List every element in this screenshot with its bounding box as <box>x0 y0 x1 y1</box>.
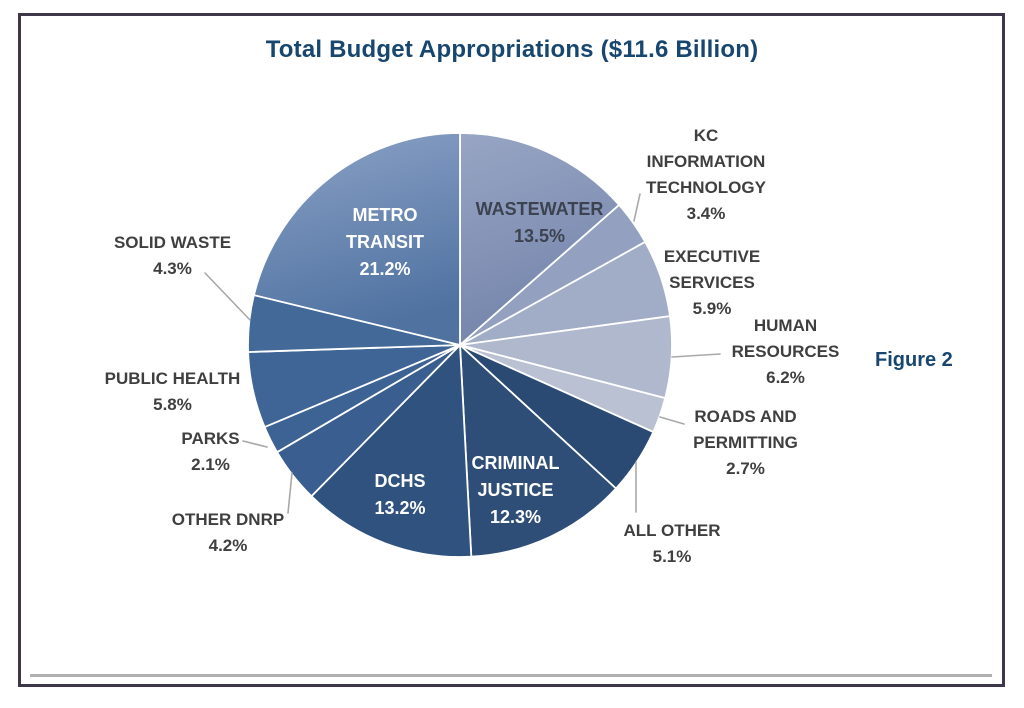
slice-label-solid-waste: SOLID WASTE 4.3% <box>85 230 260 282</box>
slice-label-text: METRO TRANSIT <box>346 205 424 252</box>
slice-label-pct: 2.1% <box>191 455 230 474</box>
pie-slice-dchs <box>310 344 473 558</box>
slice-label-all-other: ALL OTHER 5.1% <box>598 518 746 570</box>
slice-label-pct: 12.3% <box>489 507 542 527</box>
slice-label-executive-services: EXECUTIVE SERVICES 5.9% <box>638 244 786 322</box>
slice-label-text: CRIMINAL JUSTICE <box>471 453 560 500</box>
pie-slices <box>247 132 673 558</box>
slice-label-text: PARKS <box>181 429 240 448</box>
slice-label-pct: 4.2% <box>208 536 248 555</box>
slice-label-criminal-justice: CRIMINAL JUSTICE 12.3% <box>438 450 593 531</box>
slice-label-pct: 5.8% <box>153 395 192 414</box>
pie-slice-criminal-justice <box>459 344 617 558</box>
slice-label-kc-information-technology: KC INFORMATION TECHNOLOGY 3.4% <box>635 123 777 227</box>
slice-label-text: ROADS AND PERMITTING <box>693 407 798 452</box>
bottom-rule <box>30 674 992 677</box>
slice-label-dchs: DCHS 13.2% <box>330 468 470 522</box>
leader-line-other-dnrp <box>287 472 293 514</box>
slice-label-text: HUMAN RESOURCES <box>731 316 840 361</box>
slice-label-text: SOLID WASTE <box>113 233 232 252</box>
slice-label-human-resources: HUMAN RESOURCES 6.2% <box>698 313 873 391</box>
slice-label-text: KC INFORMATION TECHNOLOGY <box>646 126 766 197</box>
slice-label-pct: 2.7% <box>726 459 765 478</box>
slice-label-text: EXECUTIVE SERVICES <box>663 247 761 292</box>
leader-line-human-resources <box>671 353 721 358</box>
pie-slice-metro-transit <box>253 132 461 346</box>
slice-label-public-health: PUBLIC HEALTH 5.8% <box>80 366 265 418</box>
slice-label-pct: 5.9% <box>692 299 732 318</box>
leader-line-kc-information-technology <box>633 193 641 222</box>
slice-label-pct: 4.3% <box>153 259 192 278</box>
slice-label-parks: PARKS 2.1% <box>148 426 273 478</box>
slice-label-text: PUBLIC HEALTH <box>104 369 241 388</box>
slice-label-text: DCHS <box>374 471 426 491</box>
chart-title: Total Budget Appropriations ($11.6 Billi… <box>265 36 759 63</box>
leader-line-solid-waste <box>204 272 251 321</box>
leader-line-roads-and-permitting <box>659 416 685 425</box>
slice-label-pct: 6.2% <box>766 368 805 387</box>
slice-label-text: OTHER DNRP <box>171 510 285 529</box>
slice-label-other-dnrp: OTHER DNRP 4.2% <box>138 507 318 559</box>
figure-caption: Figure 2 <box>875 349 953 371</box>
slice-label-pct: 3.4% <box>686 204 726 223</box>
pie-slice-wastewater <box>459 132 620 346</box>
slice-label-pct: 13.2% <box>374 498 426 518</box>
slice-label-pct: 13.5% <box>513 226 566 246</box>
slice-label-wastewater: WASTEWATER 13.5% <box>452 196 627 250</box>
leader-line-parks <box>242 440 268 448</box>
slice-label-metro-transit: METRO TRANSIT 21.2% <box>324 202 446 283</box>
slice-label-roads-and-permitting: ROADS AND PERMITTING 2.7% <box>663 404 828 482</box>
slice-label-pct: 5.1% <box>652 547 692 566</box>
slice-label-pct: 21.2% <box>359 259 411 279</box>
slice-label-text: ALL OTHER <box>623 521 721 540</box>
slice-label-text: WASTEWATER <box>475 199 604 219</box>
